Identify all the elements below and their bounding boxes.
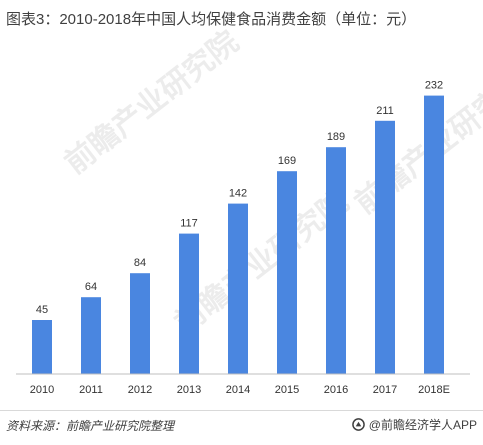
value-label-2017: 211 <box>376 105 394 117</box>
value-label-2014: 142 <box>229 188 247 200</box>
value-label-2015: 169 <box>278 155 296 167</box>
source-note: 资料来源：前瞻产业研究院整理 <box>6 419 175 433</box>
x-tick-label-2011: 2011 <box>79 384 103 396</box>
chart-title: 图表3：2010-2018年中国人均保健食品消费金额（单位：元） <box>6 11 417 28</box>
bar-2015 <box>277 171 297 374</box>
bar-2013 <box>179 233 199 374</box>
brand-logo-icon <box>351 418 365 431</box>
x-tick-label-2016: 2016 <box>324 384 348 396</box>
x-tick-label-2014: 2014 <box>226 384 250 396</box>
footer-divider <box>0 410 483 411</box>
x-tick-label-2010: 2010 <box>30 384 54 396</box>
value-label-2016: 189 <box>327 131 345 143</box>
bar-2016 <box>326 147 346 374</box>
bars-group <box>32 95 444 374</box>
bar-2014 <box>228 203 248 374</box>
x-tick-label-2012: 2012 <box>128 384 152 396</box>
value-labels-group: 45 64 84 117 142 169 189 211 232 <box>36 80 443 316</box>
brand-text: @前瞻经济学人APP <box>368 418 477 432</box>
bar-2017 <box>375 120 395 374</box>
x-tick-label-2017: 2017 <box>373 384 397 396</box>
value-label-2010: 45 <box>36 304 48 316</box>
value-label-2011: 64 <box>85 281 97 293</box>
value-label-2013: 117 <box>180 218 198 230</box>
watermark: 前瞻产业研究院 前瞻产业研究院 前瞻产业研究院 <box>58 24 483 340</box>
bar-2010 <box>32 320 52 374</box>
brand-mark: @前瞻经济学人APP <box>351 416 477 433</box>
bar-2018E <box>424 95 444 374</box>
watermark-text: 前瞻产业研究院 <box>58 24 244 180</box>
bar-2011 <box>81 297 101 374</box>
watermark-text: 前瞻产业研究院 <box>348 64 483 220</box>
x-tick-labels-group: 2010 2011 2012 2013 2014 2015 2016 2017 2018E <box>30 384 450 396</box>
x-tick-label-2018E: 2018E <box>418 384 450 396</box>
x-tick-label-2015: 2015 <box>275 384 299 396</box>
value-label-2018E: 232 <box>425 80 443 92</box>
bar-2012 <box>130 273 150 374</box>
x-tick-label-2013: 2013 <box>177 384 201 396</box>
value-label-2012: 84 <box>134 257 146 269</box>
